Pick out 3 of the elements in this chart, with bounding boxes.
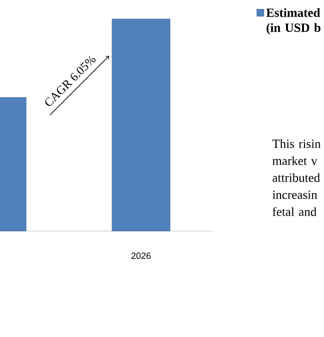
x-tick-label: 2026 bbox=[131, 252, 151, 259]
text: This risin market v attributed increasin fetal and bbox=[272, 139, 321, 216]
legend-label: Estimated (in USD b bbox=[266, 8, 320, 34]
